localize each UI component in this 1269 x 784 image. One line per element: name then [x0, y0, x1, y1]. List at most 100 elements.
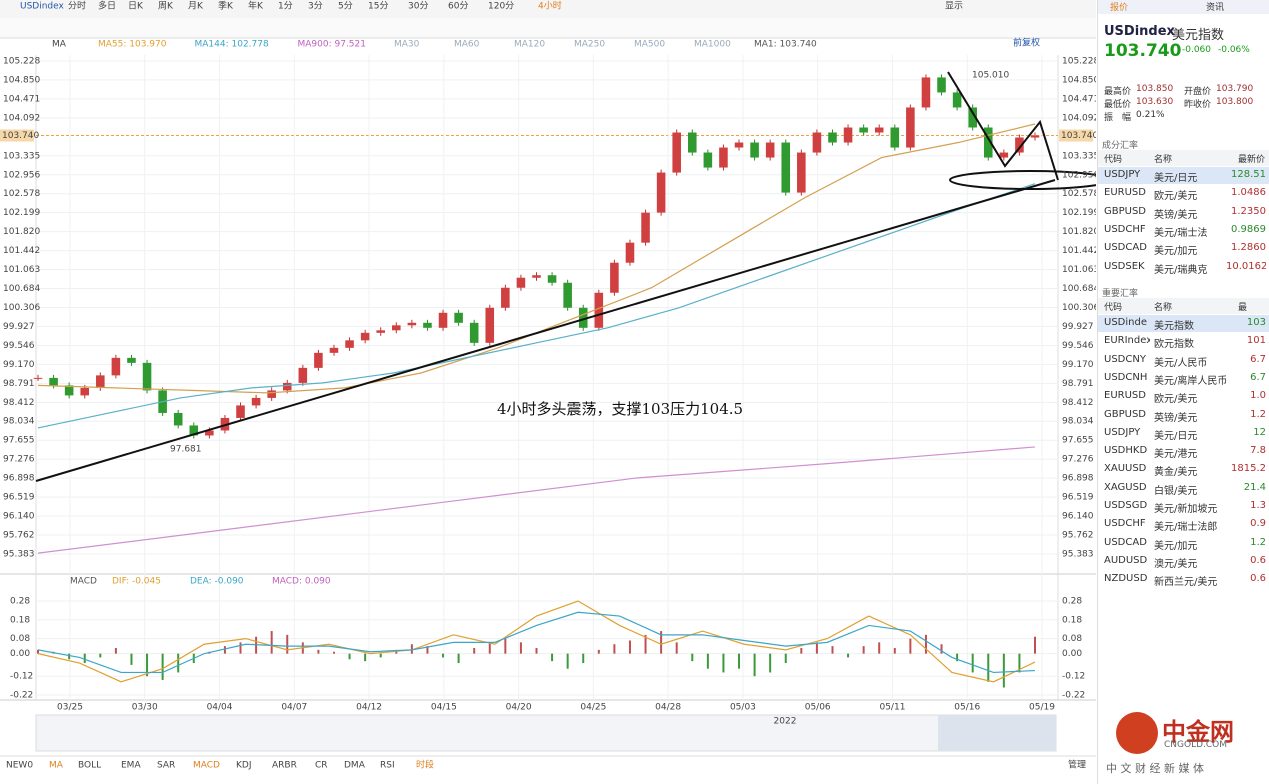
- candle: [781, 142, 791, 193]
- y-tick-label: 98.412: [1062, 398, 1094, 408]
- indicator-tab[interactable]: NEW0: [6, 761, 33, 771]
- y-tick-label: 98.791: [3, 379, 35, 389]
- candle: [532, 275, 541, 278]
- candle: [765, 142, 775, 158]
- pct: -0.06%: [1218, 45, 1250, 55]
- indicator-tab[interactable]: ARBR: [272, 761, 297, 771]
- price: 103: [1246, 317, 1266, 328]
- name: 欧元指数: [1154, 339, 1194, 351]
- indicator-tab[interactable]: MA: [49, 761, 64, 771]
- change: -0.060: [1182, 45, 1212, 55]
- header: 最新价: [1238, 155, 1266, 165]
- y-tick-label: 105.228: [3, 57, 40, 67]
- name: 美元/瑞典克: [1154, 264, 1208, 276]
- indicator-tab[interactable]: DMA: [344, 761, 366, 771]
- indicator-tab[interactable]: 时段: [416, 759, 434, 771]
- period-tab[interactable]: 60分: [448, 1, 468, 12]
- y-tick-label: 98.034: [3, 417, 35, 427]
- indicator-tab[interactable]: RSI: [380, 761, 395, 771]
- candle: [345, 340, 354, 348]
- period-tab[interactable]: 3分: [308, 1, 323, 12]
- candle: [874, 127, 884, 133]
- candle: [96, 375, 105, 388]
- display[interactable]: 显示: [945, 1, 963, 12]
- y-tick-label: 103.335: [3, 151, 40, 161]
- y-tick-label: 104.850: [1062, 75, 1096, 85]
- code: USDJPY: [1104, 426, 1141, 438]
- stat-value: 0.21%: [1136, 110, 1165, 120]
- code: GBPUSD: [1104, 205, 1147, 217]
- indicator-tab[interactable]: EMA: [121, 761, 141, 771]
- name: 美元/加元: [1154, 540, 1198, 552]
- code: USDHKD: [1104, 445, 1148, 457]
- trend-line: [35, 179, 1056, 482]
- indicator-tab[interactable]: KDJ: [236, 761, 252, 771]
- candle: [407, 322, 417, 326]
- name: 欧元/美元: [1154, 191, 1198, 203]
- y-tick-label: 104.092: [3, 113, 40, 123]
- y-tick-label: 101.820: [1062, 227, 1096, 237]
- period-tab[interactable]: 15分: [368, 1, 388, 12]
- indicator-tab[interactable]: MACD: [193, 761, 220, 771]
- x-tick-label: 04/28: [655, 703, 681, 713]
- indicator-tab[interactable]: CR: [315, 761, 328, 771]
- y-tick-label: 101.063: [3, 265, 40, 275]
- navigator-window[interactable]: [938, 715, 1056, 751]
- period-tab[interactable]: 日K: [128, 1, 144, 12]
- period-tab[interactable]: 季K: [218, 0, 234, 12]
- current-box: [1059, 129, 1093, 142]
- period-tab[interactable]: 120分: [488, 1, 514, 12]
- stat-label: 振 幅: [1104, 113, 1132, 123]
- y-tick-label: 96.898: [3, 474, 35, 484]
- indicator-tab[interactable]: SAR: [157, 761, 175, 771]
- high-label: 105.010: [972, 70, 1009, 80]
- period-tab[interactable]: 周K: [158, 1, 174, 12]
- x-tick-label: 05/19: [1029, 703, 1055, 713]
- price: 128.51: [1231, 169, 1266, 180]
- candle: [438, 312, 448, 328]
- candle: [750, 142, 759, 158]
- candle: [843, 127, 853, 143]
- candle: [625, 242, 635, 263]
- code: USDCAD: [1104, 536, 1147, 548]
- x-tick-label: 05/16: [954, 703, 980, 713]
- code: XAGUSD: [1104, 481, 1147, 493]
- ma-line: [37, 446, 1036, 554]
- candle: [719, 147, 728, 168]
- period-tab[interactable]: 分时: [68, 0, 86, 12]
- name: 美元指数: [1154, 321, 1194, 332]
- period-tab[interactable]: 5分: [338, 1, 353, 12]
- period-tab[interactable]: 30分: [408, 1, 428, 12]
- price: 0.6: [1250, 554, 1266, 566]
- period-tab[interactable]: 月K: [188, 1, 204, 12]
- header-bg: [1098, 150, 1269, 166]
- toolbar-bg: [0, 0, 1096, 18]
- y-tick-label: 100.684: [1062, 284, 1096, 294]
- manage[interactable]: 管理: [1068, 759, 1086, 771]
- indicator-tab[interactable]: BOLL: [78, 761, 101, 771]
- period-tab[interactable]: 多日: [98, 0, 116, 12]
- stat-label: 昨收价: [1184, 100, 1212, 110]
- candle: [516, 277, 526, 288]
- candle: [173, 412, 183, 426]
- code: USDCNY: [1104, 353, 1146, 365]
- x-tick-label: 03/25: [57, 703, 83, 713]
- candle: [392, 325, 401, 331]
- x-tick-label: 05/03: [730, 703, 756, 713]
- navigator[interactable]: [35, 714, 1057, 752]
- candle: [33, 377, 43, 379]
- period-tab[interactable]: 1分: [278, 1, 293, 12]
- price: 12: [1253, 426, 1266, 438]
- adjust[interactable]: 前复权: [1013, 37, 1040, 49]
- period-tab[interactable]: 4小时: [538, 0, 562, 12]
- code: USDCHF: [1104, 223, 1146, 235]
- y-tick-label: 101.442: [1062, 246, 1096, 256]
- period-tab[interactable]: 年K: [248, 0, 264, 12]
- symbol: USDindex: [20, 2, 65, 12]
- y-tick-label: 99.927: [1062, 322, 1094, 332]
- candle: [80, 387, 90, 396]
- ma-label: MA144: 102.778: [195, 40, 269, 50]
- candle: [968, 107, 977, 128]
- y-tick-label: 0.00: [1062, 649, 1082, 659]
- macd-label: MACD: 0.090: [272, 577, 331, 587]
